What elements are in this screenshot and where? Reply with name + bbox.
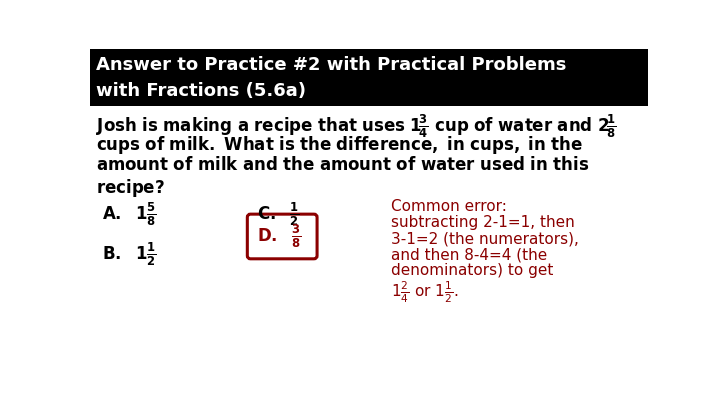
Text: $\mathbf{Josh\ is\ making\ a\ recipe\ that\ uses\ 1\!\frac{3}{4}\ cup\ of\ water: $\mathbf{Josh\ is\ making\ a\ recipe\ th… xyxy=(96,113,616,140)
Text: $\mathbf{D.\ \ \frac{3}{8}}$: $\mathbf{D.\ \ \frac{3}{8}}$ xyxy=(256,223,301,250)
Text: denominators) to get: denominators) to get xyxy=(391,263,553,278)
Text: $\mathbf{B.\ \ 1\frac{1}{2}}$: $\mathbf{B.\ \ 1\frac{1}{2}}$ xyxy=(102,240,156,268)
Text: Common error:: Common error: xyxy=(391,199,507,214)
Text: $\mathbf{cups\ of\ milk.\ What\ is\ the\ difference,\ in\ cups,\ in\ the}$: $\mathbf{cups\ of\ milk.\ What\ is\ the\… xyxy=(96,134,583,156)
Bar xyxy=(90,49,648,107)
Text: and then 8-4=4 (the: and then 8-4=4 (the xyxy=(391,247,547,262)
Text: 3-1=2 (the numerators),: 3-1=2 (the numerators), xyxy=(391,231,579,246)
Text: $\mathbf{A.\ \ 1\frac{5}{8}}$: $\mathbf{A.\ \ 1\frac{5}{8}}$ xyxy=(102,200,156,228)
Text: subtracting 2-1=1, then: subtracting 2-1=1, then xyxy=(391,215,575,230)
Text: $1\frac{2}{4}$$\rm{\ or\ }$$1\frac{1}{2}$$\rm{.}$: $1\frac{2}{4}$$\rm{\ or\ }$$1\frac{1}{2}… xyxy=(391,279,458,305)
Text: with Fractions (5.6a): with Fractions (5.6a) xyxy=(96,83,306,100)
FancyBboxPatch shape xyxy=(248,214,317,259)
Text: Answer to Practice #2 with Practical Problems: Answer to Practice #2 with Practical Pro… xyxy=(96,56,567,74)
Text: $\mathbf{amount\ of\ milk\ and\ the\ amount\ of\ water\ used\ in\ this}$: $\mathbf{amount\ of\ milk\ and\ the\ amo… xyxy=(96,156,590,174)
Text: $\mathbf{C.\ \ \frac{1}{2}}$: $\mathbf{C.\ \ \frac{1}{2}}$ xyxy=(256,200,300,228)
Text: $\mathbf{recipe?}$: $\mathbf{recipe?}$ xyxy=(96,177,165,199)
